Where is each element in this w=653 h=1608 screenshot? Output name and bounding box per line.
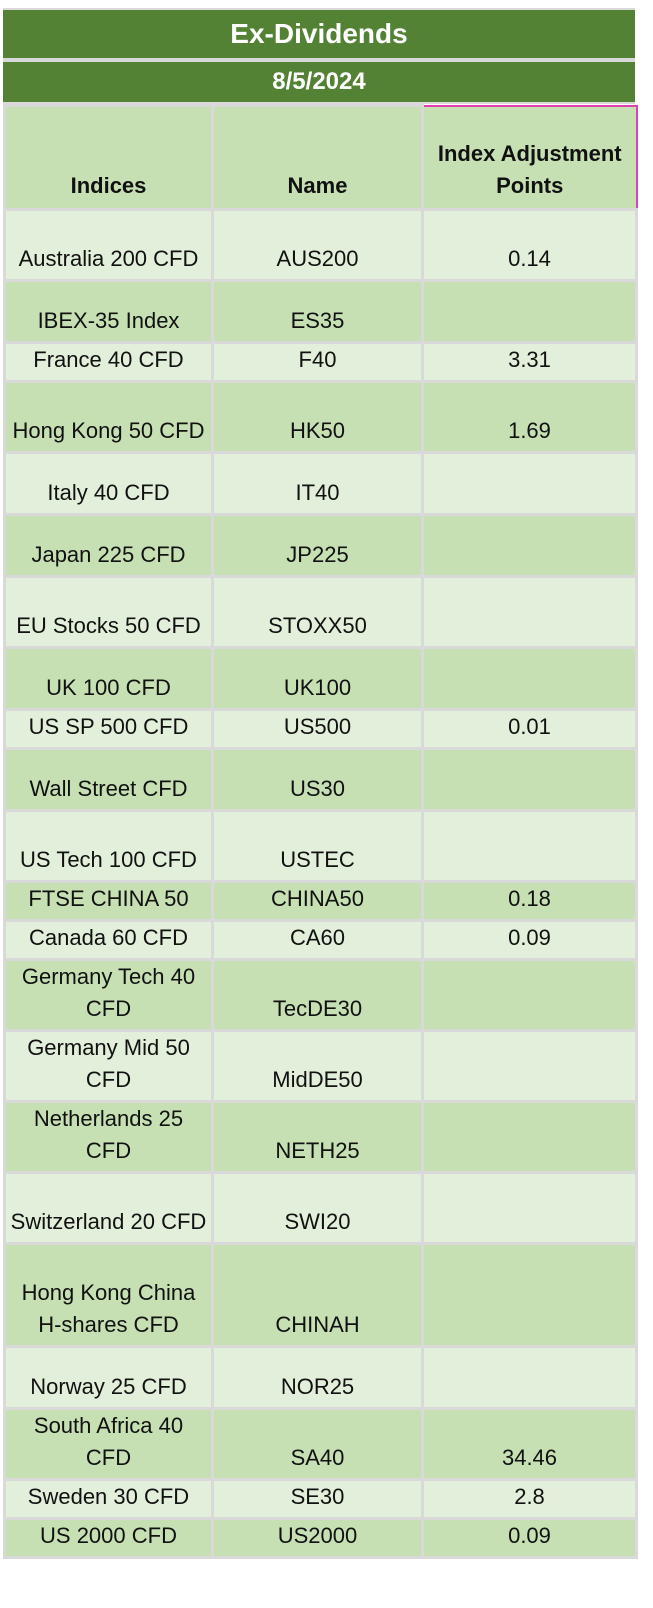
cell-index: US 2000 CFD	[3, 1517, 214, 1559]
table-row: FTSE CHINA 50 CHINA50 0.18	[3, 880, 638, 922]
cell-index: IBEX-35 Index	[3, 279, 214, 344]
cell-name: SA40	[211, 1407, 424, 1481]
cell-name: NOR25	[211, 1345, 424, 1410]
table-row: Switzerland 20 CFD SWI20	[3, 1171, 638, 1245]
cell-points: 2.8	[421, 1478, 638, 1520]
sheet-title: Ex-Dividends	[3, 8, 635, 60]
cell-name: HK50	[211, 380, 424, 454]
cell-name: NETH25	[211, 1100, 424, 1174]
cell-points: 0.09	[421, 1517, 638, 1559]
cell-name: MidDE50	[211, 1029, 424, 1103]
header-indices: Indices	[3, 104, 214, 211]
cell-name: UK100	[211, 646, 424, 711]
sheet-date: 8/5/2024	[3, 60, 635, 104]
cell-name: F40	[211, 341, 424, 383]
cell-points: 3.31	[421, 341, 638, 383]
cell-points: 34.46	[421, 1407, 638, 1481]
cell-points	[421, 451, 638, 516]
cell-points	[421, 958, 638, 1032]
cell-points	[421, 747, 638, 812]
cell-index: Germany Mid 50 CFD	[3, 1029, 214, 1103]
table-row: IBEX-35 Index ES35	[3, 279, 638, 344]
table-row: France 40 CFD F40 3.31	[3, 341, 638, 383]
cell-points	[421, 575, 638, 649]
cell-index: Hong Kong China H-shares CFD	[3, 1242, 214, 1348]
table-row: Canada 60 CFD CA60 0.09	[3, 919, 638, 961]
cell-index: France 40 CFD	[3, 341, 214, 383]
cell-points	[421, 279, 638, 344]
header-name: Name	[211, 104, 424, 211]
table-row: Italy 40 CFD IT40	[3, 451, 638, 516]
cell-name: SE30	[211, 1478, 424, 1520]
cell-index: Hong Kong 50 CFD	[3, 380, 214, 454]
cell-index: FTSE CHINA 50	[3, 880, 214, 922]
cell-points: 0.18	[421, 880, 638, 922]
table-row: US SP 500 CFD US500 0.01	[3, 708, 638, 750]
ex-dividends-table: Indices Name Index Adjustment Points Aus…	[3, 104, 638, 1559]
cell-name: ES35	[211, 279, 424, 344]
cell-points: 0.09	[421, 919, 638, 961]
cell-index: US SP 500 CFD	[3, 708, 214, 750]
cell-name: US30	[211, 747, 424, 812]
cell-points	[421, 646, 638, 711]
cell-points: 0.14	[421, 208, 638, 282]
cell-index: Netherlands 25 CFD	[3, 1100, 214, 1174]
cell-index: UK 100 CFD	[3, 646, 214, 711]
table-row: UK 100 CFD UK100	[3, 646, 638, 711]
cell-name: USTEC	[211, 809, 424, 883]
cell-index: Sweden 30 CFD	[3, 1478, 214, 1520]
cell-name: CHINA50	[211, 880, 424, 922]
cell-name: STOXX50	[211, 575, 424, 649]
cell-name: SWI20	[211, 1171, 424, 1245]
cell-index: Norway 25 CFD	[3, 1345, 214, 1410]
cell-name: AUS200	[211, 208, 424, 282]
cell-index: Italy 40 CFD	[3, 451, 214, 516]
cell-points	[421, 1345, 638, 1410]
table-row: Germany Tech 40 CFD TecDE30	[3, 958, 638, 1032]
table-row: Norway 25 CFD NOR25	[3, 1345, 638, 1410]
cell-points: 0.01	[421, 708, 638, 750]
cell-index: Japan 225 CFD	[3, 513, 214, 578]
table-row: Germany Mid 50 CFD MidDE50	[3, 1029, 638, 1103]
cell-points	[421, 1029, 638, 1103]
table-row: Hong Kong 50 CFD HK50 1.69	[3, 380, 638, 454]
cell-points	[421, 809, 638, 883]
cell-points	[421, 1242, 638, 1348]
table-row: Sweden 30 CFD SE30 2.8	[3, 1478, 638, 1520]
cell-index: Switzerland 20 CFD	[3, 1171, 214, 1245]
table-row: Netherlands 25 CFD NETH25	[3, 1100, 638, 1174]
cell-points: 1.69	[421, 380, 638, 454]
cell-name: CHINAH	[211, 1242, 424, 1348]
cell-index: Canada 60 CFD	[3, 919, 214, 961]
cell-points	[421, 1100, 638, 1174]
header-adjustment-points[interactable]: Index Adjustment Points	[421, 104, 638, 211]
cell-points	[421, 513, 638, 578]
table-row: Hong Kong China H-shares CFD CHINAH	[3, 1242, 638, 1348]
cell-index: Germany Tech 40 CFD	[3, 958, 214, 1032]
table-row: EU Stocks 50 CFD STOXX50	[3, 575, 638, 649]
cell-name: US2000	[211, 1517, 424, 1559]
cell-points	[421, 1171, 638, 1245]
table-row: South Africa 40 CFD SA40 34.46	[3, 1407, 638, 1481]
table-row: Japan 225 CFD JP225	[3, 513, 638, 578]
cell-index: US Tech 100 CFD	[3, 809, 214, 883]
cell-index: Australia 200 CFD	[3, 208, 214, 282]
cell-index: EU Stocks 50 CFD	[3, 575, 214, 649]
cell-name: US500	[211, 708, 424, 750]
cell-name: CA60	[211, 919, 424, 961]
table-row: US Tech 100 CFD USTEC	[3, 809, 638, 883]
ex-dividends-sheet: Ex-Dividends 8/5/2024 Indices Name Index…	[3, 8, 638, 1559]
cell-name: IT40	[211, 451, 424, 516]
table-row: Australia 200 CFD AUS200 0.14	[3, 208, 638, 282]
cell-index: South Africa 40 CFD	[3, 1407, 214, 1481]
cell-name: TecDE30	[211, 958, 424, 1032]
cell-name: JP225	[211, 513, 424, 578]
table-row: Wall Street CFD US30	[3, 747, 638, 812]
header-row: Indices Name Index Adjustment Points	[3, 104, 638, 211]
cell-index: Wall Street CFD	[3, 747, 214, 812]
table-row: US 2000 CFD US2000 0.09	[3, 1517, 638, 1559]
